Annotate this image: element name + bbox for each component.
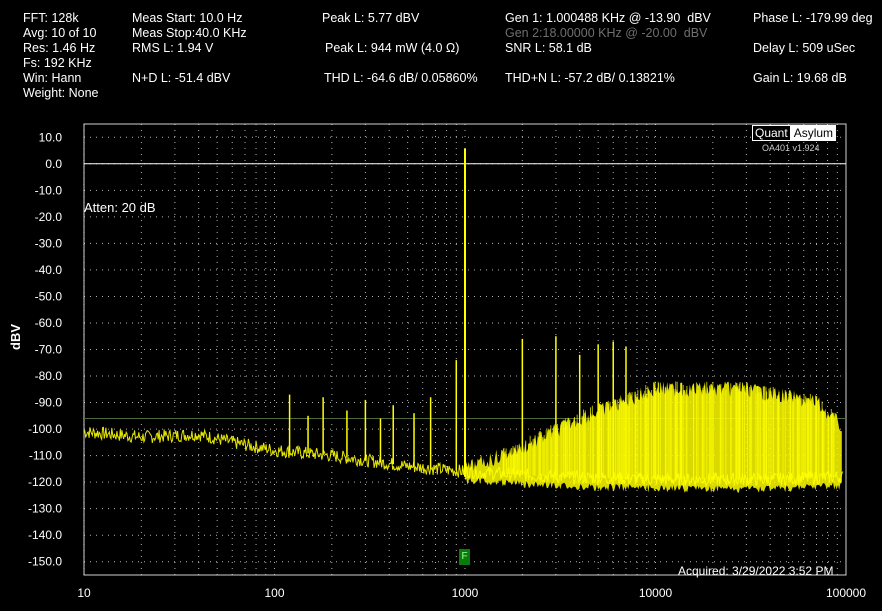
spectrum-traces [83,148,844,493]
y-tick-label: -50.0 [35,289,63,303]
gen2: Gen 2:18.00000 KHz @ -20.00 dBV [505,26,708,40]
acquired-timestamp: Acquired: 3/29/2022 3:52 PM [678,564,834,578]
atten-label: Atten: 20 dB [84,200,156,215]
fundamental-marker[interactable]: F [459,549,470,565]
rms-level: RMS L: 1.94 V [132,41,214,55]
avg-count: Avg: 10 of 10 [23,26,97,40]
sample-rate: Fs: 192 KHz [23,56,92,70]
y-tick-label: 10.0 [39,130,63,144]
y-tick-label: -80.0 [35,369,63,383]
y-tick-label: -150.0 [28,555,62,569]
y-tick-label: -40.0 [35,263,63,277]
gain: Gain L: 19.68 dB [753,71,847,85]
version-label: OA401 v1.924 [762,143,820,153]
y-tick-label: -120.0 [28,475,62,489]
peak-dbv: Peak L: 5.77 dBV [322,11,420,25]
meas-start: Meas Start: 10.0 Hz [132,11,243,25]
x-tick-label: 10000 [639,586,673,600]
y-tick-label: -20.0 [35,210,63,224]
brand-asylum: Asylum [790,125,837,141]
y-tick-label: -100.0 [28,422,62,436]
y-tick-label: 0.0 [45,157,62,171]
x-tick-labels: 10 100 1000 10000 100000 [77,586,866,600]
resolution: Res: 1.46 Hz [23,41,96,55]
delay: Delay L: 509 uSec [753,41,856,55]
x-tick-label: 10 [77,586,91,600]
y-tick-label: -70.0 [35,343,63,357]
snr: SNR L: 58.1 dB [505,41,592,55]
thd-n: THD+N L: -57.2 dB/ 0.13821% [505,71,675,85]
y-tick-label: -10.0 [35,183,63,197]
y-tick-label: -30.0 [35,236,63,250]
meas-stop: Meas Stop:40.0 KHz [132,26,247,40]
y-tick-label: -130.0 [28,502,62,516]
thd: THD L: -64.6 dB/ 0.05860% [324,71,478,85]
y-tick-labels: 10.0 0.0 -10.0 -20.0 -30.0 -40.0 -50.0 -60.0 -70… [28,130,62,568]
y-tick-label: -140.0 [28,528,62,542]
weighting: Weight: None [23,86,99,100]
peak-power: Peak L: 944 mW (4.0 Ω) [325,41,460,55]
y-axis-label: dBV [8,324,23,350]
x-tick-label: 100 [264,586,284,600]
fft-size: FFT: 128k [23,11,79,25]
window-type: Win: Hann [23,71,82,85]
y-tick-label: -90.0 [35,396,63,410]
plot-grid [83,123,847,576]
y-tick-label: -110.0 [29,449,62,463]
phase: Phase L: -179.99 deg [753,11,873,25]
gen1: Gen 1: 1.000488 KHz @ -13.90 dBV [505,11,711,25]
y-tick-label: -60.0 [35,316,63,330]
brand-logo: Quant Asylum [752,125,837,141]
x-tick-label: 1000 [452,586,479,600]
x-tick-label: 100000 [826,586,866,600]
brand-quant: Quant [752,125,791,141]
noise-distortion: N+D L: -51.4 dBV [132,71,231,85]
